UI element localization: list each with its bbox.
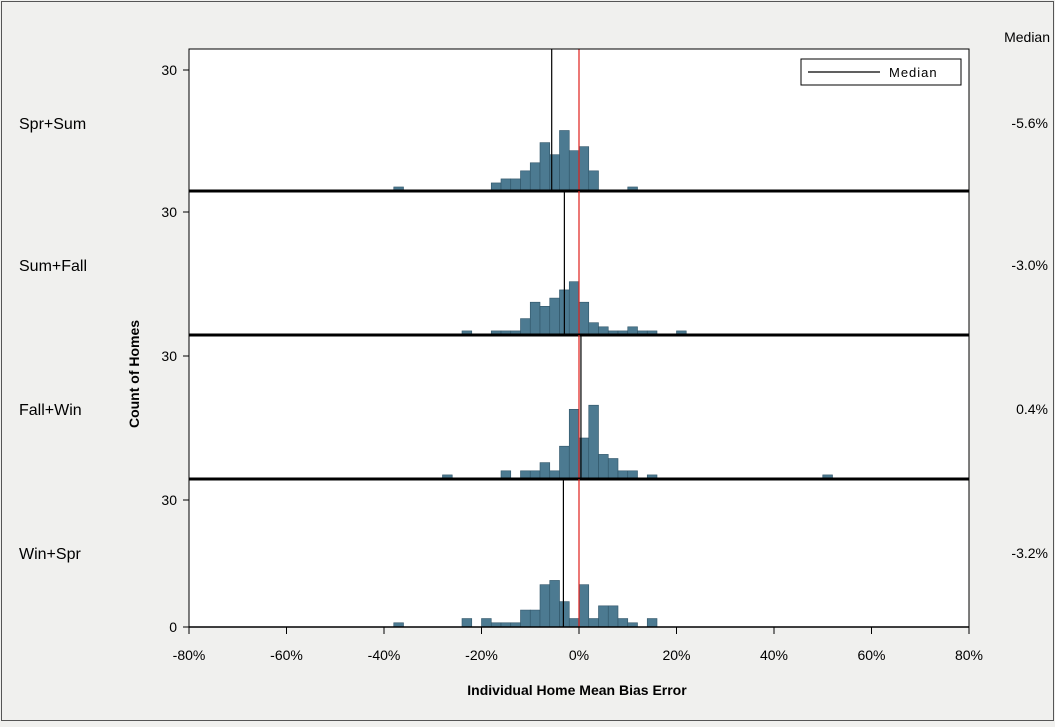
histogram-bar xyxy=(588,618,599,628)
y-tick-label: 30 xyxy=(161,62,177,78)
panel-label: Fall+Win xyxy=(19,402,82,419)
histogram-bar xyxy=(520,170,531,192)
x-axis-title: Individual Home Mean Bias Error xyxy=(467,682,687,698)
histogram-bar xyxy=(559,445,570,480)
histogram-bar xyxy=(598,454,609,480)
histogram-bar xyxy=(568,618,580,628)
panel-label: Sum+Fall xyxy=(19,258,87,275)
histogram-bar xyxy=(568,408,580,480)
histogram-bar xyxy=(646,618,658,628)
y-tick-label: 30 xyxy=(161,348,177,364)
histogram-bar xyxy=(568,150,580,192)
histogram-bar xyxy=(598,605,609,628)
median-value-label: -5.6% xyxy=(1011,115,1048,131)
histogram-bar xyxy=(559,130,570,192)
histogram-bar xyxy=(500,178,512,192)
histogram-bar xyxy=(461,618,473,628)
histogram-bar xyxy=(578,584,590,628)
x-tick-label: 80% xyxy=(955,647,983,663)
y-tick-label: 30 xyxy=(161,204,177,220)
histogram-bar xyxy=(520,609,531,628)
panel-win-spr: 30 Win+Spr -3.2% xyxy=(19,479,1048,628)
x-tick-label: -60% xyxy=(270,647,303,663)
histogram-bar xyxy=(539,305,551,336)
histogram-bar xyxy=(559,601,570,628)
histogram-bar xyxy=(520,318,531,336)
y-axis-title: Count of Homes xyxy=(126,320,142,428)
panel-label: Win+Spr xyxy=(19,546,81,563)
histogram-bar xyxy=(617,618,629,628)
histogram-bar xyxy=(549,580,560,628)
histogram-bar xyxy=(510,178,521,192)
x-tick-label: -20% xyxy=(465,647,498,663)
legend: Median xyxy=(800,58,962,86)
histogram-bar xyxy=(588,170,599,192)
median-value-label: -3.2% xyxy=(1011,545,1048,561)
x-tick-label: 0% xyxy=(569,647,589,663)
median-column-header: Median xyxy=(1004,29,1050,45)
histogram-bar xyxy=(607,458,619,480)
histogram-bar xyxy=(539,462,551,480)
histogram-bar xyxy=(529,301,541,336)
histogram-bar xyxy=(549,297,560,336)
histogram-bar xyxy=(529,162,541,192)
histogram-bar xyxy=(607,605,619,628)
legend-median-label: Median xyxy=(889,65,938,80)
histogram-bar xyxy=(588,322,599,336)
histogram-bar xyxy=(539,584,551,628)
x-tick-label: -80% xyxy=(173,647,206,663)
x-tick-label: -40% xyxy=(368,647,401,663)
histogram-bar xyxy=(578,146,590,192)
y-tick-label: 0 xyxy=(169,619,177,635)
y-tick-label: 30 xyxy=(161,492,177,508)
median-value-label: 0.4% xyxy=(1016,401,1048,417)
panel-label: Spr+Sum xyxy=(19,116,86,133)
histogram-bar xyxy=(529,609,541,628)
histogram-bar xyxy=(568,281,580,336)
histogram-bar xyxy=(578,301,590,336)
histogram-bar xyxy=(481,618,492,628)
x-tick-label: 40% xyxy=(760,647,788,663)
x-tick-label: 60% xyxy=(857,647,885,663)
x-tick-label: 20% xyxy=(662,647,690,663)
median-value-label: -3.0% xyxy=(1011,257,1048,273)
histogram-bar xyxy=(588,404,599,480)
histogram-bar xyxy=(539,142,551,192)
